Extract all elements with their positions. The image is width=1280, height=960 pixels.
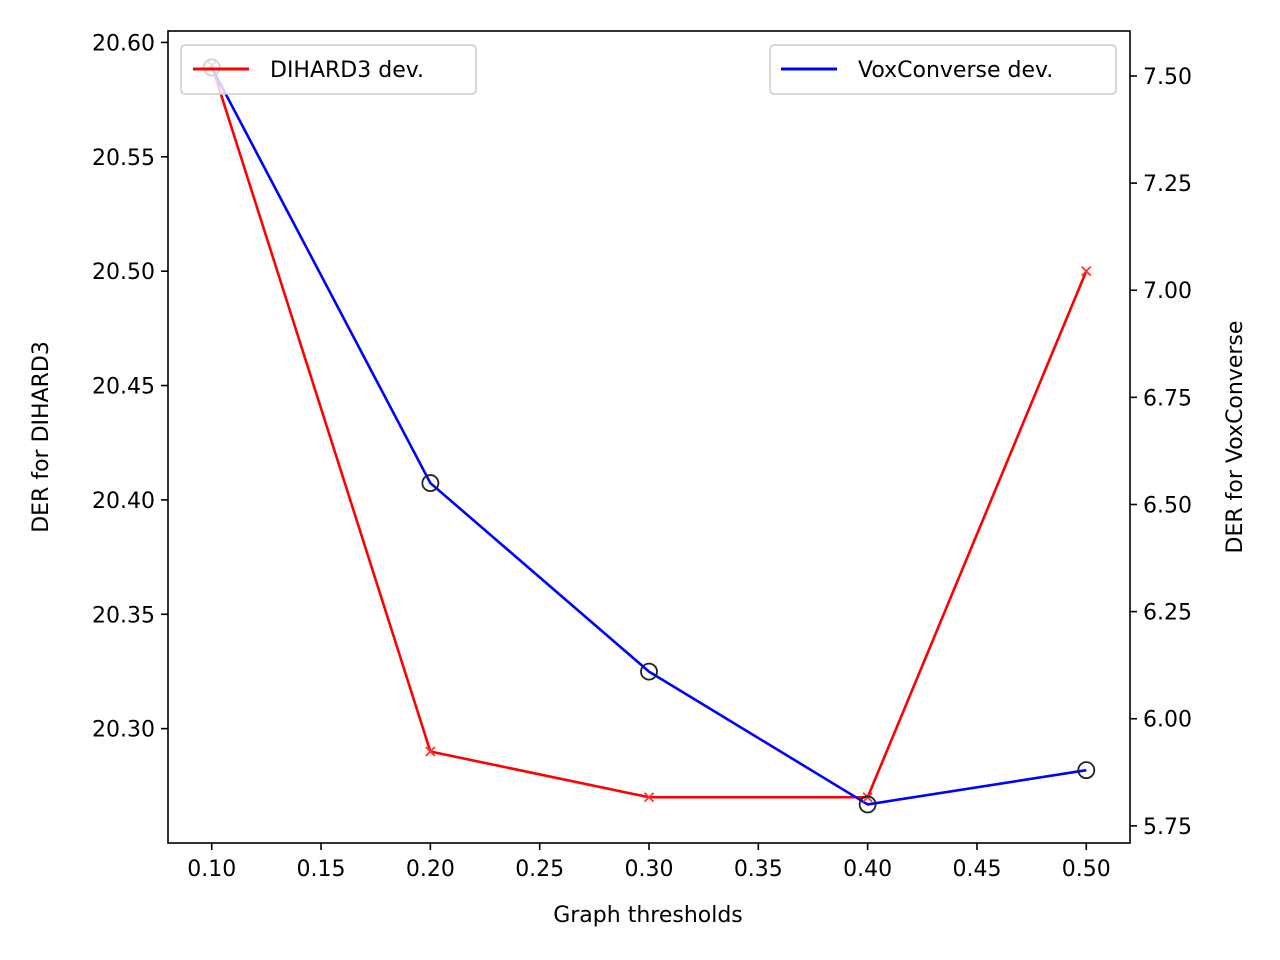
x-tick-label: 0.25	[515, 857, 564, 882]
series-line-voxconverse	[210, 66, 1087, 806]
data-point-dihard3	[643, 792, 655, 803]
x-tick-label: 0.35	[734, 857, 783, 882]
axes-layer: 0.10 0.15 0.20 0.25 0.30 0.35 0.40 0.45 0.50 20.3…	[92, 30, 1192, 882]
x-axis-label: Graph thresholds	[553, 903, 743, 928]
x-tick-label: 0.10	[187, 857, 236, 882]
x-tick-label: 0.20	[406, 857, 455, 882]
y-left-tick-label: 20.55	[92, 146, 155, 171]
y-left-tick-label: 20.35	[92, 603, 155, 628]
legend-left-label: DIHARD3 dev.	[270, 58, 424, 83]
legend-right-label: VoxConverse dev.	[858, 58, 1053, 83]
legend-left-box	[180, 44, 477, 95]
y-left-tick-label: 20.50	[92, 260, 155, 285]
y-right-tick-label: 7.00	[1143, 279, 1192, 304]
x-tick-label: 0.50	[1062, 857, 1111, 882]
y-right-tick-label: 7.25	[1143, 172, 1192, 197]
data-point-voxconverse	[421, 474, 440, 492]
y-left-tick-label: 20.40	[92, 489, 155, 514]
y-axis-right-label: DER for VoxConverse	[1223, 321, 1248, 554]
y-right-tick-label: 6.50	[1143, 493, 1192, 518]
data-point-dihard3	[1081, 266, 1092, 277]
x-tick-label: 0.30	[625, 857, 674, 882]
y-axis-left-label: DER for DIHARD3	[29, 341, 54, 533]
y-right-tick-label: 6.00	[1143, 708, 1192, 733]
legend-left: DIHARD3 dev.	[180, 44, 477, 95]
legend-right-box	[769, 44, 1117, 95]
data-point-voxconverse	[1077, 761, 1096, 780]
x-marker-stroke	[1081, 266, 1092, 277]
x-tick-label: 0.45	[952, 857, 1001, 882]
legend-right: VoxConverse dev.	[769, 44, 1117, 95]
data-point-voxconverse	[858, 795, 877, 814]
x-marker-stroke	[643, 792, 655, 803]
y-right-tick-label: 6.75	[1143, 386, 1192, 411]
x-marker-stroke	[425, 746, 436, 757]
data-point-dihard3	[425, 746, 436, 757]
x-tick-label: 0.40	[843, 857, 892, 882]
y-right-tick-label: 6.25	[1143, 601, 1192, 626]
y-left-tick-label: 20.30	[92, 718, 155, 743]
y-right-tick-label: 5.75	[1143, 815, 1192, 840]
y-left-tick-label: 20.45	[92, 375, 155, 400]
y-left-tick-label: 20.60	[92, 31, 155, 56]
data-point-voxconverse	[640, 662, 658, 681]
x-tick-label: 0.15	[297, 857, 346, 882]
y-right-tick-label: 7.50	[1143, 65, 1192, 90]
